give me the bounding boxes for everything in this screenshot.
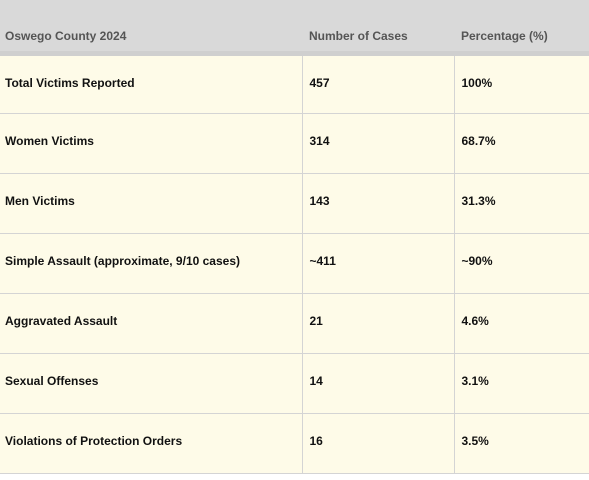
table-row: Violations of Protection Orders 16 3.5% [0,413,589,474]
table-cell: Total Victims Reported [0,53,303,114]
table-body: Total Victims Reported 457 100% Women Victi… [0,53,589,474]
table-cell: 14 [302,353,455,414]
table-row: Total Victims Reported 457 100% [0,53,589,114]
table-cell: Aggravated Assault [0,293,303,354]
table-cell: Simple Assault (approximate, 9/10 cases) [0,233,303,294]
table-row: Aggravated Assault 21 4.6% [0,293,589,354]
header-cell: Number of Cases [302,0,454,56]
table-cell: ~411 [302,233,455,294]
table-cell: 314 [302,113,455,174]
table-row: Women Victims 314 68.7% [0,113,589,174]
table-cell: 100% [454,53,589,114]
table-cell: 31.3% [454,173,589,234]
table-cell: ~90% [454,233,589,294]
header-cell: Oswego County 2024 [0,0,302,56]
table-cell: 21 [302,293,455,354]
table-cell: Women Victims [0,113,303,174]
table-cell: 4.6% [454,293,589,354]
table-cell: 16 [302,413,455,474]
header-row: Oswego County 2024 Number of Cases Percent… [0,0,589,56]
table-cell: 3.5% [454,413,589,474]
table-row: Sexual Offenses 14 3.1% [0,353,589,414]
table-cell: Sexual Offenses [0,353,303,414]
header-cell: Percentage (%) [454,0,589,56]
table-cell: 3.1% [454,353,589,414]
table-cell: Violations of Protection Orders [0,413,303,474]
table-cell: 68.7% [454,113,589,174]
table-cell: Men Victims [0,173,303,234]
table-cell: 143 [302,173,455,234]
table-row: Men Victims 143 31.3% [0,173,589,234]
table-head: Oswego County 2024 Number of Cases Percent… [0,0,589,56]
table-row: Simple Assault (approximate, 9/10 cases)… [0,233,589,294]
table-cell: 457 [302,53,455,114]
